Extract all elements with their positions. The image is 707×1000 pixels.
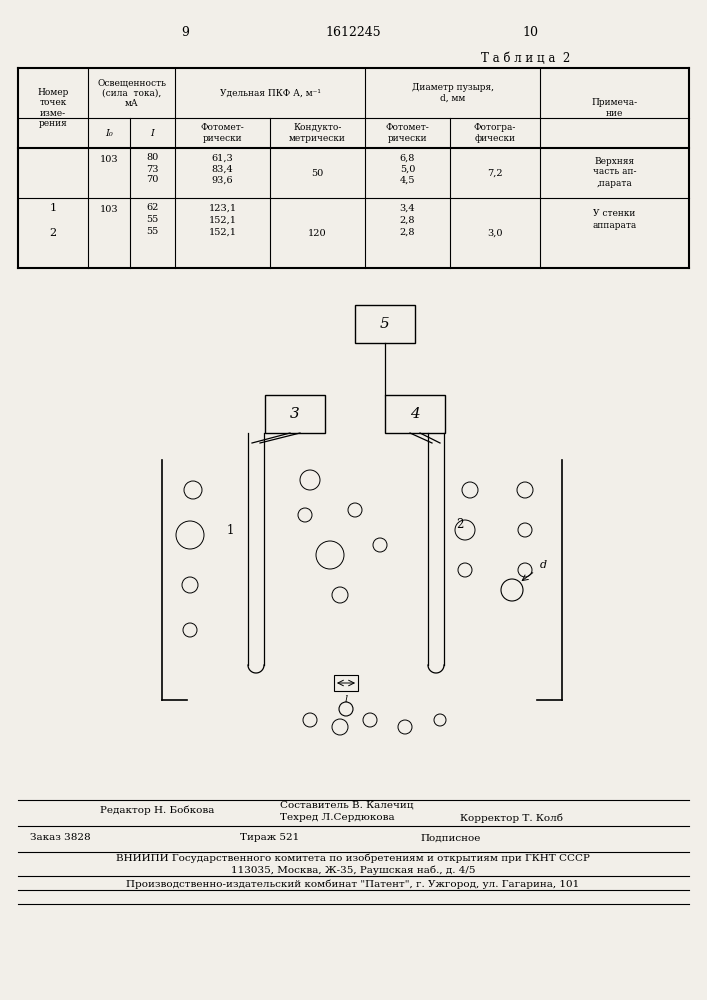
Text: 2: 2 <box>456 518 464 532</box>
Text: l: l <box>344 694 348 704</box>
Text: 1: 1 <box>49 203 57 213</box>
Text: 123,1: 123,1 <box>209 204 237 213</box>
Text: Производственно-издательский комбинат "Патент", г. Ужгород, ул. Гагарина, 101: Производственно-издательский комбинат "П… <box>127 879 580 889</box>
Text: 2,8: 2,8 <box>399 228 415 236</box>
Text: аппарата: аппарата <box>592 221 636 230</box>
Text: Диаметр пузыря,
d, мм: Диаметр пузыря, d, мм <box>411 83 493 103</box>
Text: 3,0: 3,0 <box>487 229 503 237</box>
Text: Фотомет-
рически: Фотомет- рически <box>385 123 429 143</box>
Text: 120: 120 <box>308 229 327 237</box>
Text: 6,8: 6,8 <box>400 153 415 162</box>
Text: часть ап-: часть ап- <box>592 167 636 176</box>
Text: 73: 73 <box>146 164 159 174</box>
Text: Заказ 3828: Заказ 3828 <box>30 834 90 842</box>
Text: Составитель В. Калечиц: Составитель В. Калечиц <box>280 800 414 810</box>
Text: Верхняя: Верхняя <box>595 156 635 165</box>
Text: 2,8: 2,8 <box>399 216 415 225</box>
Text: 80: 80 <box>146 153 158 162</box>
Text: 50: 50 <box>311 168 324 178</box>
Text: У стенки: У стенки <box>593 209 636 218</box>
Text: 70: 70 <box>146 176 158 184</box>
Text: 83,4: 83,4 <box>211 164 233 174</box>
Text: 9: 9 <box>181 25 189 38</box>
Text: 4,5: 4,5 <box>399 176 415 184</box>
Bar <box>265 395 325 433</box>
Text: 10: 10 <box>522 25 538 38</box>
Text: I: I <box>151 128 154 137</box>
Text: Корректор Т. Колб: Корректор Т. Колб <box>460 813 563 823</box>
Text: 5: 5 <box>380 317 390 331</box>
Bar <box>334 675 358 691</box>
Text: 5,0: 5,0 <box>400 164 415 174</box>
Text: Редактор Н. Бобкова: Редактор Н. Бобкова <box>100 805 214 815</box>
Bar <box>355 305 415 343</box>
Text: I₀: I₀ <box>105 128 113 137</box>
Text: 55: 55 <box>146 228 158 236</box>
Text: 152,1: 152,1 <box>209 216 237 225</box>
Text: Техред Л.Сердюкова: Техред Л.Сердюкова <box>280 814 395 822</box>
Text: Номер
точек
изме-
рения: Номер точек изме- рения <box>37 88 69 128</box>
Text: 103: 103 <box>100 155 118 164</box>
Text: 3: 3 <box>290 407 300 421</box>
Text: Тираж 521: Тираж 521 <box>240 834 299 842</box>
Text: 3,4: 3,4 <box>399 204 415 213</box>
Text: 4: 4 <box>410 407 420 421</box>
Text: Примеча-
ние: Примеча- ние <box>592 98 638 118</box>
Text: Фотомет-
рически: Фотомет- рически <box>201 123 245 143</box>
Text: 62: 62 <box>146 204 158 213</box>
Text: 152,1: 152,1 <box>209 228 237 236</box>
Text: Подписное: Подписное <box>420 834 480 842</box>
Text: Т а б л и ц а  2: Т а б л и ц а 2 <box>481 51 570 64</box>
Text: Фотогра-
фически: Фотогра- фически <box>474 123 516 143</box>
Text: 113035, Москва, Ж-35, Раушская наб., д. 4/5: 113035, Москва, Ж-35, Раушская наб., д. … <box>230 865 475 875</box>
Text: 55: 55 <box>146 216 158 225</box>
Bar <box>385 395 445 433</box>
Text: d: d <box>539 560 547 570</box>
Text: 2: 2 <box>49 228 57 238</box>
Text: 1612245: 1612245 <box>325 25 381 38</box>
Text: ,парата: ,парата <box>597 178 632 188</box>
Text: 1: 1 <box>226 524 234 536</box>
Text: Освещенность
(сила  тока),
мА: Освещенность (сила тока), мА <box>97 78 166 108</box>
Text: 7,2: 7,2 <box>487 168 503 178</box>
Text: 61,3: 61,3 <box>211 153 233 162</box>
Text: ВНИИПИ Государственного комитета по изобретениям и открытиям при ГКНТ СССР: ВНИИПИ Государственного комитета по изоб… <box>116 853 590 863</box>
Text: 93,6: 93,6 <box>211 176 233 184</box>
Text: Кондукто-
метрически: Кондукто- метрически <box>289 123 346 143</box>
Text: Удельная ПКФ А, м⁻¹: Удельная ПКФ А, м⁻¹ <box>220 89 320 98</box>
Text: 103: 103 <box>100 206 118 215</box>
